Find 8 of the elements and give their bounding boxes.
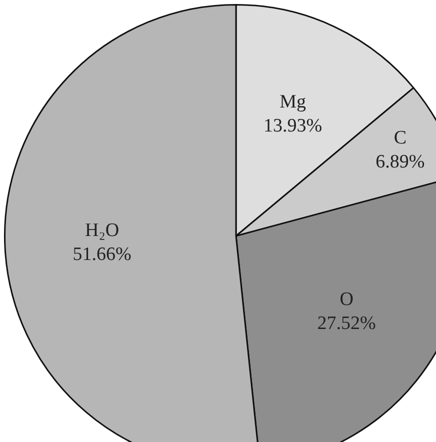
slice-label: O: [340, 288, 354, 310]
slice-label: Mg: [280, 92, 307, 112]
data-label: 27.52%: [317, 312, 376, 334]
slice-label: C: [394, 128, 407, 149]
data-label: 51.66%: [72, 244, 132, 265]
slice-label: H₂O: [85, 220, 120, 241]
data-label: 6.89%: [376, 152, 425, 173]
data-label: 13.93%: [264, 116, 322, 136]
